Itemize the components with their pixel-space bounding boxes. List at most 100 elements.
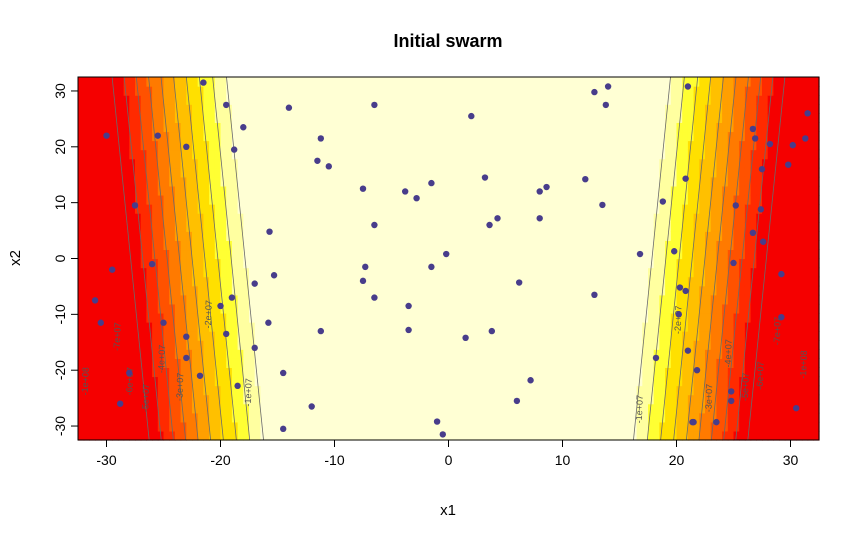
contour-cell: [157, 222, 165, 232]
contour-cell: [408, 285, 415, 296]
contour-cell: [95, 167, 102, 178]
contour-cell: [596, 86, 603, 96]
contour-cell: [157, 376, 165, 387]
contour-cell: [294, 167, 301, 178]
contour-cell: [551, 285, 558, 296]
contour-cell: [266, 194, 273, 205]
contour-cell: [762, 122, 769, 133]
contour-cell: [408, 158, 415, 169]
contour-cell: [648, 412, 655, 423]
contour-cell: [773, 95, 780, 105]
contour-cell: [676, 349, 683, 359]
contour-cell: [539, 349, 546, 359]
contour-cell: [391, 122, 398, 133]
contour-cell: [192, 340, 199, 350]
contour-cell: [625, 140, 632, 151]
contour-cell: [397, 267, 404, 278]
contour-cell: [648, 285, 655, 296]
contour-cell: [471, 412, 478, 423]
contour-cell: [129, 358, 136, 368]
contour-cell: [767, 349, 774, 359]
contour-cell: [186, 376, 193, 387]
contour-cell: [471, 86, 478, 96]
contour-cell: [402, 331, 410, 341]
contour-cell: [226, 412, 233, 423]
contour-cell: [767, 340, 774, 350]
contour-cell: [665, 104, 672, 114]
contour-cell: [328, 331, 336, 341]
contour-cell: [174, 285, 182, 296]
contour-cell: [89, 240, 96, 251]
contour-cell: [516, 204, 524, 214]
contour-cell: [231, 394, 239, 405]
contour-cell: [266, 149, 273, 160]
contour-cell: [249, 77, 256, 87]
contour-cell: [254, 104, 261, 114]
contour-cell: [705, 340, 712, 350]
contour-cell: [739, 276, 746, 287]
contour-cell: [516, 122, 524, 133]
contour-cell: [613, 240, 621, 251]
contour-cell: [687, 376, 695, 387]
contour-cell: [328, 267, 336, 278]
contour-cell: [505, 376, 512, 387]
contour-cell: [505, 349, 512, 359]
contour-cell: [334, 267, 341, 278]
contour-cell: [345, 303, 353, 314]
contour-cell: [733, 240, 740, 251]
contour-cell: [545, 430, 552, 441]
contour-cell: [220, 349, 227, 359]
contour-cell: [699, 303, 706, 314]
contour-cell: [152, 95, 159, 105]
contour-cell: [117, 194, 125, 205]
contour-cell: [756, 194, 763, 205]
contour-cell: [294, 140, 301, 151]
contour-cell: [568, 122, 575, 133]
contour-cell: [351, 430, 358, 441]
contour-cell: [602, 231, 609, 241]
contour-cell: [277, 322, 284, 332]
contour-cell: [112, 258, 119, 269]
contour-cell: [625, 167, 632, 178]
contour-cell: [152, 367, 159, 378]
contour-cell: [596, 167, 603, 178]
contour-cell: [511, 376, 518, 387]
contour-cell: [477, 176, 484, 187]
contour-cell: [78, 95, 85, 105]
contour-cell: [744, 249, 752, 260]
contour-cell: [123, 249, 130, 260]
contour-cell: [385, 149, 393, 160]
contour-cell: [499, 340, 507, 350]
contour-cell: [619, 322, 626, 332]
contour-cell: [471, 167, 478, 178]
contour-cell: [477, 376, 484, 387]
contour-cell: [568, 285, 575, 296]
contour-cell: [699, 213, 706, 223]
contour-cell: [117, 294, 125, 305]
contour-cell: [516, 86, 524, 96]
contour-cell: [123, 331, 130, 341]
contour-cell: [767, 358, 774, 368]
contour-cell: [744, 340, 752, 350]
contour-cell: [408, 276, 415, 287]
contour-cell: [756, 421, 763, 432]
contour-cell: [528, 276, 535, 287]
contour-cell: [214, 77, 222, 87]
contour-cell: [186, 421, 193, 432]
contour-cell: [710, 140, 717, 151]
contour-cell: [528, 122, 535, 133]
contour-cell: [140, 176, 147, 187]
contour-cell: [277, 104, 284, 114]
contour-cell: [556, 249, 564, 260]
contour-cell: [442, 394, 450, 405]
contour-cell: [385, 412, 393, 423]
contour-cell: [648, 194, 655, 205]
contour-cell: [186, 222, 193, 232]
contour-cell: [659, 176, 666, 187]
contour-cell: [516, 222, 524, 232]
contour-cell: [454, 367, 461, 378]
contour-cell: [556, 95, 564, 105]
contour-cell: [608, 312, 615, 323]
contour-cell: [653, 113, 660, 123]
contour-cell: [157, 322, 165, 332]
